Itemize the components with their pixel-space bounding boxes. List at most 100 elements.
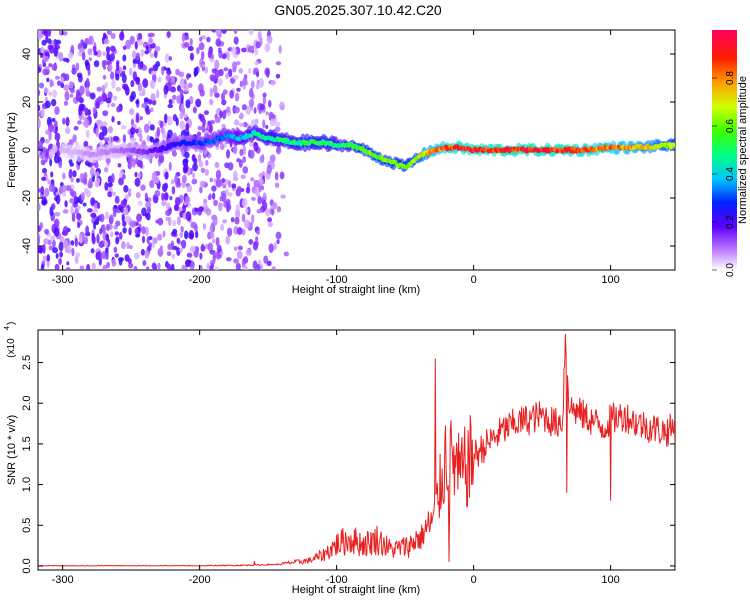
noise-speckle [158,154,165,164]
noise-speckle [216,244,222,253]
noise-speckle [121,124,127,130]
noise-speckle [105,46,111,53]
noise-speckle [70,177,74,183]
noise-speckle [202,117,206,127]
noise-speckle [116,61,120,71]
noise-speckle [203,198,208,204]
noise-speckle [135,157,139,165]
noise-speckle [48,91,53,96]
noise-speckle [165,209,171,217]
noise-speckle [216,173,221,179]
noise-speckle [76,197,80,203]
noise-speckle [232,170,238,181]
noise-speckle [118,231,123,240]
noise-speckle [234,216,240,225]
noise-speckle [40,108,45,118]
noise-speckle [58,161,63,169]
noise-speckle [122,65,127,71]
y-tick-label: -20 [21,190,33,206]
noise-speckle [120,199,127,209]
noise-speckle [154,189,161,197]
noise-speckle [265,124,269,129]
noise-speckle [222,89,228,95]
noise-speckle [55,39,62,45]
noise-speckle [79,47,85,53]
noise-speckle [181,239,187,249]
y-tick-label: 0.5 [21,518,33,533]
noise-speckle [195,230,199,239]
noise-speckle [200,167,206,174]
noise-speckle [210,222,215,227]
noise-speckle [226,203,232,211]
noise-speckle [241,213,246,223]
noise-speckle [196,47,200,55]
noise-speckle [107,91,113,100]
noise-speckle [70,44,75,54]
spectrogram-y-label: Frequency (Hz) [6,112,18,188]
noise-speckle [167,103,174,109]
noise-speckle [108,30,113,36]
noise-speckle [253,179,259,187]
noise-speckle [140,248,146,256]
noise-speckle [245,208,249,214]
noise-speckle [134,40,138,50]
noise-speckle [135,52,140,61]
noise-speckle [192,106,197,114]
noise-speckle [83,140,89,148]
noise-speckle [128,244,133,250]
x-tick-label: -100 [326,274,348,286]
noise-speckle [232,145,238,155]
noise-speckle [201,63,205,68]
noise-speckle [270,208,275,216]
noise-speckle [43,87,49,94]
noise-speckle [185,131,190,137]
noise-speckle [38,30,42,39]
noise-speckle [221,193,227,203]
noise-speckle [89,92,96,100]
noise-speckle [122,173,126,180]
noise-speckle [115,73,120,81]
noise-speckle [146,266,150,270]
noise-speckle [257,30,262,40]
noise-speckle [74,237,78,247]
y-tick-label: 2.0 [21,396,33,411]
noise-speckle [239,148,244,157]
noise-speckle [259,103,265,111]
noise-speckle [226,106,231,113]
noise-speckle [149,79,156,89]
noise-speckle [84,107,89,117]
noise-speckle [144,50,150,55]
noise-speckle [186,252,193,258]
noise-speckle [176,84,182,92]
noise-speckle [181,32,186,43]
noise-speckle [102,51,106,56]
colorbar-tick-label: 0.8 [725,71,736,85]
noise-speckle [44,187,50,197]
noise-speckle [104,181,109,191]
noise-speckle [262,192,267,201]
noise-speckle [40,263,45,270]
noise-speckle [274,182,280,188]
noise-speckle [51,63,58,71]
noise-speckle [274,126,281,133]
noise-speckle [241,228,246,236]
noise-speckle [44,228,50,235]
noise-speckle [70,205,74,215]
noise-speckle [262,119,266,129]
noise-speckle [123,206,129,216]
x-tick-label: -100 [326,574,348,586]
snr-panel: -300 -200 -100 0 100 0.0 0.5 1.0 1.5 2.0 2.5 Heig… [4,322,676,596]
x-tick-label: -300 [52,274,74,286]
noise-speckle [143,123,150,134]
noise-speckle [55,194,61,205]
noise-speckle [92,45,97,53]
noise-speckle [161,66,165,76]
noise-speckle [166,70,172,75]
noise-speckle [64,126,71,135]
noise-speckle [69,93,74,98]
noise-speckle [134,177,141,187]
noise-speckle [151,172,156,182]
noise-speckle [238,67,243,74]
noise-speckle [88,57,92,62]
y-tick-label: 1.5 [21,436,33,451]
